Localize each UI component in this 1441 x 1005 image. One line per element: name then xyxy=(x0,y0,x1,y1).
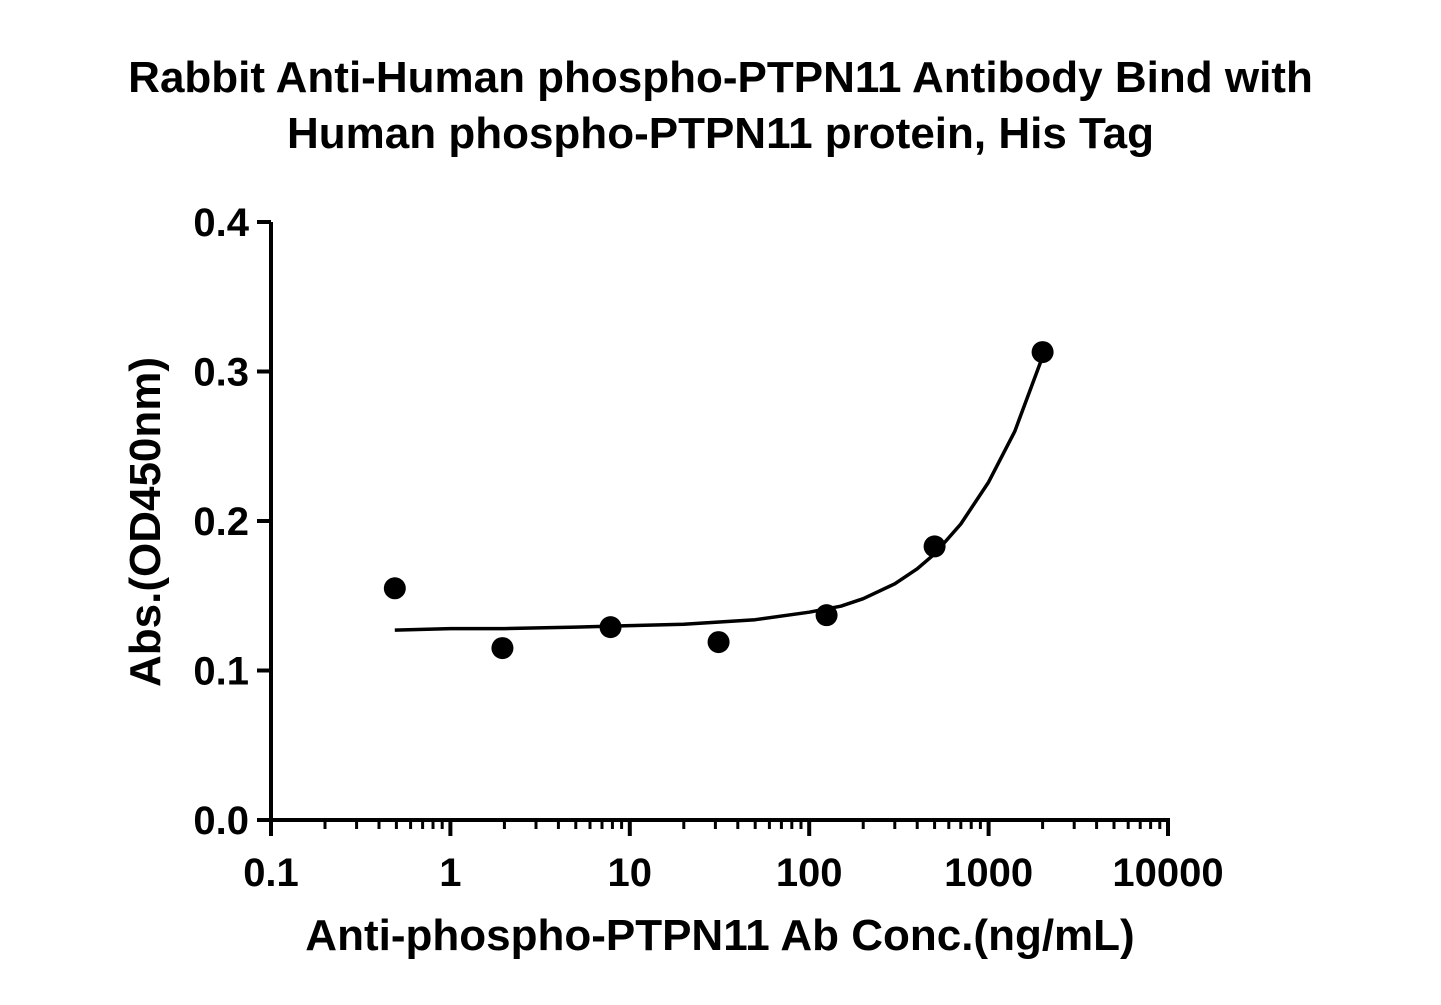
y-tick-label: 0.2 xyxy=(193,500,249,544)
data-points xyxy=(383,341,1054,660)
x-tick-label: 10 xyxy=(608,851,653,895)
data-point xyxy=(599,616,622,639)
y-tick-label: 0.0 xyxy=(193,799,249,843)
data-point xyxy=(707,631,730,654)
fit-curve-layer xyxy=(394,355,1045,632)
x-axis-label: Anti-phospho-PTPN11 Ab Conc.(ng/mL) xyxy=(305,911,1134,960)
y-tick-label: 0.1 xyxy=(193,650,249,694)
x-tick-label: 1000 xyxy=(944,851,1033,895)
fit-curve xyxy=(394,355,1045,632)
x-tick-label: 100 xyxy=(776,851,843,895)
data-point xyxy=(815,604,838,627)
data-point xyxy=(923,535,946,558)
x-tick-label: 1 xyxy=(439,851,461,895)
chart-title-line-1: Rabbit Anti-Human phospho-PTPN11 Antibod… xyxy=(128,53,1313,102)
axes: 0.0 0.1 0.2 0.3 0.4 0.1 1 10 100 1000 10000 xyxy=(193,201,1223,895)
x-tick-label: 10000 xyxy=(1112,851,1223,895)
x-tick-label: 0.1 xyxy=(243,851,299,895)
data-point xyxy=(491,637,514,660)
y-tick-label: 0.3 xyxy=(193,351,249,395)
chart-title-line-2: Human phospho-PTPN11 protein, His Tag xyxy=(286,109,1155,158)
data-point xyxy=(1031,341,1054,364)
y-axis-label: Abs.(OD450nm) xyxy=(121,357,170,687)
y-tick-label: 0.4 xyxy=(193,201,249,245)
data-point xyxy=(383,577,406,600)
chart-title: Rabbit Anti-Human phospho-PTPN11 Antibod… xyxy=(0,50,1441,162)
